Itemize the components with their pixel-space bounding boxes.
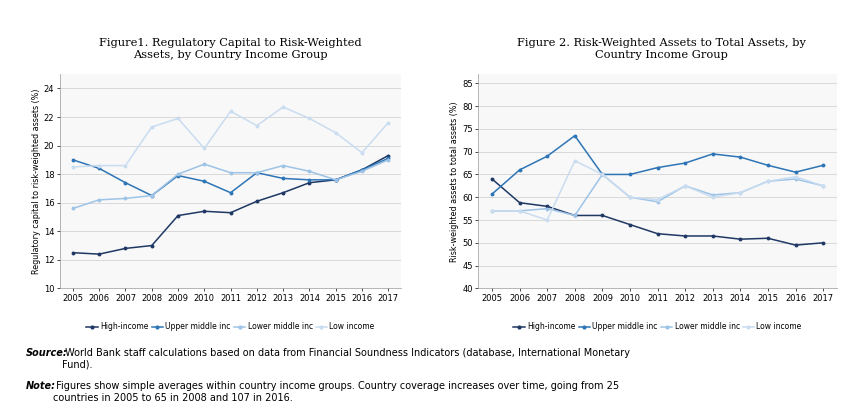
Y-axis label: Risk-weighted assets to total assets (%): Risk-weighted assets to total assets (%) [450,101,459,262]
Text: Figures show simple averages within country income groups. Country coverage incr: Figures show simple averages within coun… [53,381,618,403]
Legend: High-income, Upper middle inc, Lower middle inc, Low income: High-income, Upper middle inc, Lower mid… [513,322,801,331]
Text: Figure1. Regulatory Capital to Risk-Weighted
Assets, by Country Income Group: Figure1. Regulatory Capital to Risk-Weig… [99,38,362,60]
Y-axis label: Regulatory capital to risk-weighted assets (%): Regulatory capital to risk-weighted asse… [32,89,41,274]
Text: Figure 2. Risk-Weighted Assets to Total Assets, by
Country Income Group: Figure 2. Risk-Weighted Assets to Total … [517,38,805,60]
Legend: High-income, Upper middle inc, Lower middle inc, Low income: High-income, Upper middle inc, Lower mid… [86,322,374,331]
Text: Note:: Note: [26,381,55,391]
Text: World Bank staff calculations based on data from Financial Soundness Indicators : World Bank staff calculations based on d… [62,348,630,370]
Text: Source:: Source: [26,348,67,358]
